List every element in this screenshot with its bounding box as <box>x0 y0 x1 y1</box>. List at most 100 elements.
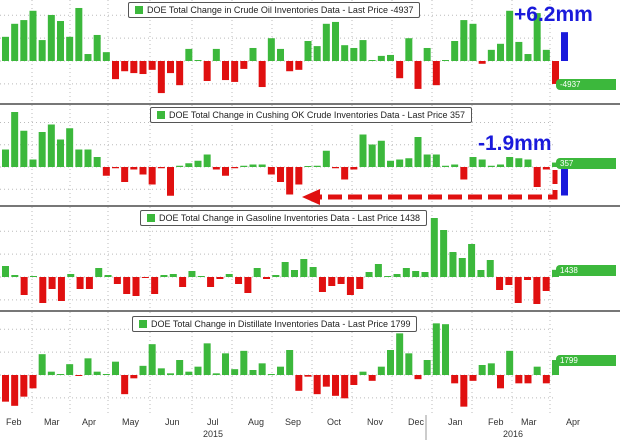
bar-negative <box>2 375 9 402</box>
bar-negative <box>102 167 110 176</box>
bar-positive <box>66 364 74 375</box>
bar-positive <box>194 366 202 375</box>
bar-positive <box>188 271 196 277</box>
bar-negative <box>244 277 252 293</box>
bar-positive <box>477 270 485 277</box>
legend-crude: DOE Total Change in Crude Oil Inventorie… <box>128 2 421 18</box>
bar-positive <box>75 7 83 62</box>
last-price-crude: -4937 <box>556 79 616 90</box>
bar-positive <box>533 366 541 375</box>
bar-positive <box>29 159 37 167</box>
bar-positive <box>272 275 280 277</box>
bar-negative <box>121 61 129 72</box>
bar-negative <box>167 167 174 196</box>
bar-positive <box>396 159 404 167</box>
bar-negative <box>139 61 147 75</box>
bar-negative <box>231 61 239 82</box>
bar-positive <box>290 270 298 277</box>
bar-negative <box>112 167 119 169</box>
bar-positive <box>432 154 440 167</box>
bar-negative <box>533 277 541 304</box>
bar-positive <box>2 149 9 167</box>
bar-negative <box>350 375 358 385</box>
bar-positive <box>57 374 64 375</box>
bar-positive <box>515 41 523 61</box>
bar-positive <box>440 230 448 277</box>
bar-negative <box>203 61 211 81</box>
bar-positive <box>432 323 440 375</box>
legend-swatch <box>135 6 143 14</box>
bar-positive <box>84 149 92 167</box>
bar-positive <box>66 36 74 61</box>
bar-negative <box>148 167 156 185</box>
bar-negative <box>75 375 83 376</box>
month-label: Aug <box>248 417 265 427</box>
bar-negative <box>451 375 459 384</box>
bar-positive <box>277 366 284 375</box>
bar-positive <box>176 165 184 167</box>
bar-negative <box>542 277 550 291</box>
bar-positive <box>249 370 257 375</box>
bar-positive <box>377 55 385 61</box>
bar-positive <box>148 344 156 375</box>
last-price-distillate: 1799 <box>556 355 616 366</box>
bar-positive <box>300 259 308 277</box>
bar-positive <box>240 350 248 375</box>
bar-positive <box>423 360 431 375</box>
bar-positive <box>359 40 367 61</box>
bar-positive <box>309 267 317 277</box>
bar-positive <box>377 366 385 375</box>
month-label: Sep <box>285 417 302 427</box>
bar-positive <box>524 54 532 61</box>
month-label: Apr <box>566 417 581 427</box>
bar-negative <box>505 277 513 285</box>
bar-positive <box>442 165 449 167</box>
bar-positive <box>486 260 494 277</box>
bar-negative <box>432 61 440 86</box>
bar-positive <box>194 160 202 167</box>
bar-negative <box>267 167 275 175</box>
bar-positive <box>487 363 495 375</box>
bar-positive <box>267 374 275 375</box>
month-label: Nov <box>367 417 384 427</box>
bar-positive <box>458 258 466 277</box>
month-label: Jun <box>165 417 180 427</box>
bar-negative <box>139 167 147 175</box>
bar-negative <box>414 375 422 380</box>
bar-positive <box>20 130 28 167</box>
bar-negative <box>328 277 336 286</box>
bar-positive <box>552 360 559 375</box>
bar-positive <box>139 365 147 375</box>
bar-negative <box>277 167 284 182</box>
bar-negative <box>533 167 541 187</box>
bar-positive <box>95 268 103 277</box>
bar-positive <box>506 350 514 375</box>
last-price-gasoline: 1438 <box>556 265 616 276</box>
bar-positive <box>102 52 110 61</box>
bar-positive <box>84 54 92 61</box>
bar-positive <box>160 275 168 277</box>
bar-negative <box>313 375 321 395</box>
bar-positive <box>212 48 220 61</box>
bar-positive <box>423 154 431 167</box>
bar-positive <box>222 353 229 375</box>
bar-positive <box>253 268 261 277</box>
bar-positive <box>2 266 9 277</box>
bar-negative <box>212 167 220 170</box>
legend-swatch <box>139 320 147 328</box>
bar-positive <box>102 374 110 375</box>
legend-distillate-label: DOE Total Change in Distillate Inventori… <box>151 319 411 329</box>
bar-negative <box>332 167 339 169</box>
bar-positive <box>412 271 420 277</box>
month-label: Mar <box>44 417 60 427</box>
bar-negative <box>524 375 532 384</box>
bar-positive <box>47 14 55 61</box>
month-label: Oct <box>327 417 342 427</box>
bar-positive <box>387 160 394 167</box>
bar-positive <box>515 158 523 167</box>
bar-positive <box>469 23 477 61</box>
bar-positive <box>38 354 46 375</box>
bar-negative <box>130 61 138 74</box>
bar-negative <box>337 277 345 284</box>
